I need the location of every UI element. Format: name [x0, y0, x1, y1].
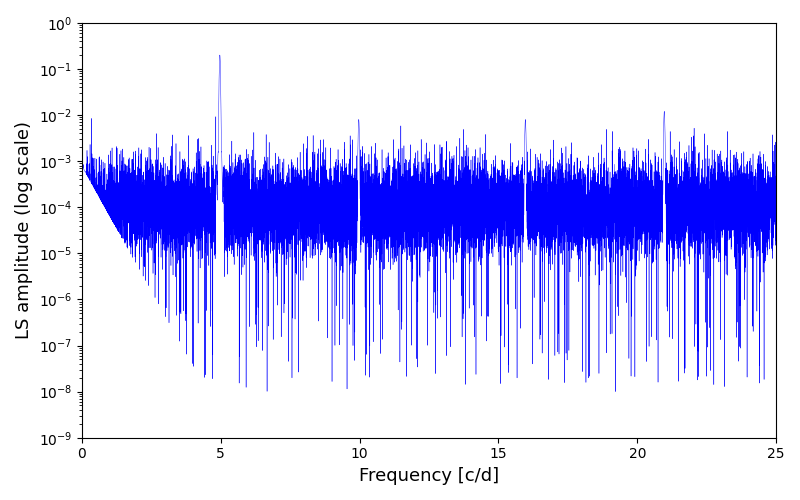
X-axis label: Frequency [c/d]: Frequency [c/d] [359, 467, 499, 485]
Y-axis label: LS amplitude (log scale): LS amplitude (log scale) [15, 122, 33, 340]
